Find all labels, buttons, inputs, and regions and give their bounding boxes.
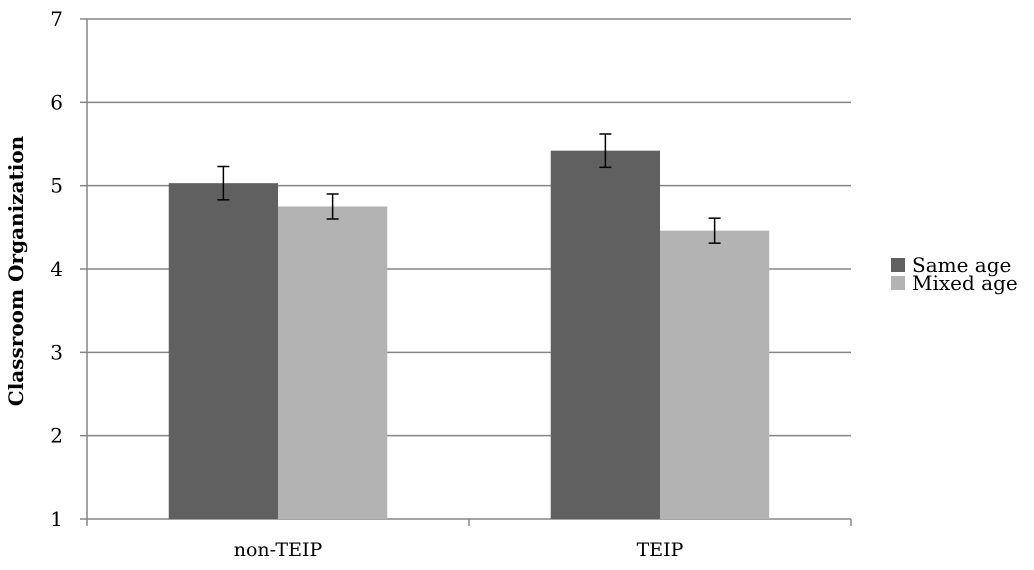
- x-tick-labels: non-TEIP TEIP: [234, 539, 684, 561]
- y-tick-label: 3: [50, 340, 63, 364]
- y-tick-label: 2: [50, 424, 63, 448]
- legend-label: Same age: [912, 253, 1011, 277]
- bar: [278, 206, 388, 519]
- y-tick-label: 5: [50, 174, 63, 198]
- bars: [168, 150, 770, 519]
- bar: [550, 150, 660, 519]
- error-bars: [217, 133, 721, 244]
- bar: [660, 230, 770, 519]
- y-tick-label: 1: [50, 507, 63, 531]
- legend-swatch: [891, 258, 905, 272]
- x-tick-label: TEIP: [637, 539, 684, 561]
- bar: [168, 183, 278, 519]
- y-tick-label: 7: [50, 7, 63, 31]
- y-tick-label: 4: [50, 257, 63, 281]
- y-axis-title: Classroom Organization: [4, 135, 28, 406]
- y-tick-label: 6: [50, 90, 63, 114]
- y-tick-labels: 1 2 3 4 5 6 7: [50, 7, 63, 531]
- x-tick-label: non-TEIP: [234, 539, 323, 561]
- legend-label: Mixed age: [912, 271, 1018, 295]
- legend-swatch: [891, 276, 905, 290]
